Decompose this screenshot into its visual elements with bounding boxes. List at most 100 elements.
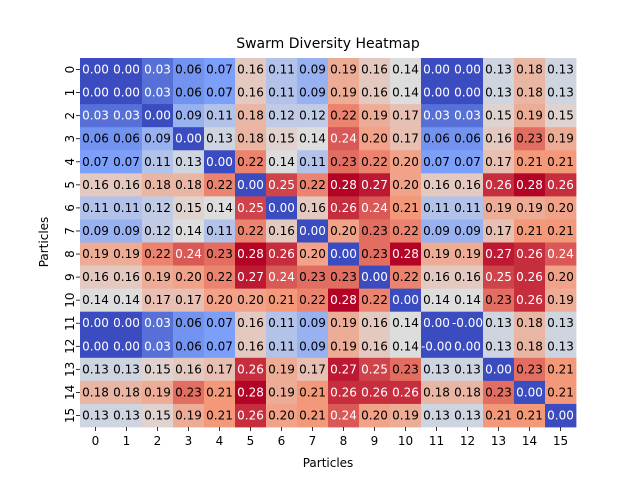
cell-value-5-5: 0.00 — [237, 178, 264, 192]
cell-value-13-0: 0.13 — [82, 362, 109, 376]
cell-value-14-2: 0.19 — [144, 385, 171, 399]
cell-value-15-13: 0.21 — [485, 408, 512, 422]
cell-value-0-13: 0.13 — [485, 63, 512, 77]
heatmap-cell-2-11 — [421, 104, 453, 128]
heatmap-cell-2-1 — [111, 104, 143, 128]
cell-value-10-15: 0.19 — [547, 293, 574, 307]
heatmap-cell-14-10 — [390, 380, 422, 405]
cell-value-3-12: 0.06 — [454, 132, 481, 146]
heatmap-cell-14-13 — [483, 380, 515, 405]
cell-value-0-7: 0.09 — [299, 63, 326, 77]
heatmap-cell-13-3 — [173, 357, 205, 382]
cell-value-4-12: 0.07 — [454, 155, 481, 169]
heatmap-cell-14-2 — [142, 380, 174, 405]
cell-value-6-3: 0.15 — [175, 201, 202, 215]
heatmap-cell-10-8 — [328, 288, 360, 313]
heatmap-cell-3-8 — [328, 127, 360, 151]
heatmap-cell-9-1 — [111, 265, 143, 290]
cell-value-11-15: 0.13 — [547, 316, 574, 330]
cell-value-5-0: 0.16 — [82, 178, 109, 192]
cell-value-13-13: 0.00 — [485, 362, 512, 376]
cell-value-12-11: -0.00 — [421, 339, 452, 353]
cell-value-2-0: 0.03 — [82, 109, 109, 123]
heatmap-cell-10-3 — [173, 288, 205, 313]
cell-value-0-8: 0.19 — [330, 63, 357, 77]
cell-value-5-2: 0.18 — [144, 178, 171, 192]
heatmap-cell-5-9 — [359, 173, 391, 197]
cell-value-9-0: 0.16 — [82, 270, 109, 284]
cell-value-4-3: 0.13 — [175, 155, 202, 169]
heatmap-cell-10-15 — [545, 288, 577, 313]
cell-value-2-13: 0.15 — [485, 109, 512, 123]
cell-value-14-4: 0.21 — [206, 385, 233, 399]
cell-value-1-1: 0.00 — [113, 86, 140, 100]
heatmap-cell-14-6 — [266, 380, 298, 405]
cell-value-8-15: 0.24 — [547, 247, 574, 261]
cell-value-14-7: 0.21 — [299, 385, 326, 399]
heatmap-cell-14-9 — [359, 380, 391, 405]
heatmap-cell-10-12 — [452, 288, 484, 313]
heatmap-cell-6-15 — [545, 196, 577, 220]
cell-value-9-1: 0.16 — [113, 270, 140, 284]
cell-value-2-4: 0.11 — [206, 109, 233, 123]
cell-value-6-0: 0.11 — [82, 201, 109, 215]
cell-value-5-8: 0.28 — [330, 178, 357, 192]
y-tick-label-8: 8 — [63, 250, 77, 258]
heatmap-cell-1-3 — [173, 81, 205, 105]
heatmap-cell-7-2 — [142, 219, 174, 243]
cell-value-15-11: 0.13 — [423, 408, 450, 422]
heatmap-cell-13-5 — [235, 357, 267, 382]
cell-value-9-7: 0.23 — [299, 270, 326, 284]
cell-value-5-1: 0.16 — [113, 178, 140, 192]
heatmap-cell-14-0 — [80, 380, 112, 405]
heatmap-cell-3-3 — [173, 127, 205, 151]
cell-value-0-10: 0.14 — [392, 63, 419, 77]
heatmap-cell-0-9 — [359, 58, 391, 82]
y-tick-label-6: 6 — [63, 204, 77, 212]
heatmap-cell-0-12 — [452, 58, 484, 82]
heatmap-cell-4-0 — [80, 150, 112, 174]
cell-value-10-10: 0.00 — [392, 293, 419, 307]
x-tick-label-5: 5 — [247, 434, 255, 448]
cell-value-5-11: 0.16 — [423, 178, 450, 192]
cell-value-9-2: 0.19 — [144, 270, 171, 284]
heatmap-cell-4-12 — [452, 150, 484, 174]
heatmap-cell-12-10 — [390, 334, 422, 359]
heatmap-cell-15-12 — [452, 403, 484, 428]
heatmap-cell-7-12 — [452, 219, 484, 243]
cell-value-13-7: 0.17 — [299, 362, 326, 376]
heatmap-cell-10-10 — [390, 288, 422, 313]
heatmap-cell-9-13 — [483, 265, 515, 290]
heatmap-cell-5-7 — [297, 173, 329, 197]
heatmap-cell-1-8 — [328, 81, 360, 105]
cell-value-15-2: 0.15 — [144, 408, 171, 422]
heatmap-cell-3-12 — [452, 127, 484, 151]
cell-value-12-2: 0.03 — [144, 339, 171, 353]
heatmap-cell-6-11 — [421, 196, 453, 220]
cell-value-8-11: 0.19 — [423, 247, 450, 261]
heatmap-cell-9-12 — [452, 265, 484, 290]
cell-value-12-1: 0.00 — [113, 339, 140, 353]
cell-value-9-12: 0.16 — [454, 270, 481, 284]
cell-value-14-14: 0.00 — [516, 385, 543, 399]
heatmap-cell-0-13 — [483, 58, 515, 82]
cell-value-11-6: 0.11 — [268, 316, 295, 330]
y-tick-label-12: 12 — [63, 339, 77, 354]
heatmap-cell-5-5 — [235, 173, 267, 197]
cell-value-15-8: 0.24 — [330, 408, 357, 422]
heatmap-cell-11-6 — [266, 311, 298, 336]
heatmap-cell-8-1 — [111, 242, 143, 266]
cell-value-1-11: 0.00 — [423, 86, 450, 100]
cell-value-10-2: 0.17 — [144, 293, 171, 307]
cell-value-12-7: 0.09 — [299, 339, 326, 353]
heatmap-cell-0-4 — [204, 58, 236, 82]
cell-value-6-1: 0.11 — [113, 201, 140, 215]
cell-value-2-11: 0.03 — [423, 109, 450, 123]
heatmap-cell-14-4 — [204, 380, 236, 405]
heatmap-cell-2-9 — [359, 104, 391, 128]
x-tick-label-8: 8 — [340, 434, 348, 448]
heatmap-cell-13-6 — [266, 357, 298, 382]
y-tick-label-2: 2 — [63, 112, 77, 120]
cell-value-2-9: 0.19 — [361, 109, 388, 123]
cell-value-7-4: 0.11 — [206, 224, 233, 238]
